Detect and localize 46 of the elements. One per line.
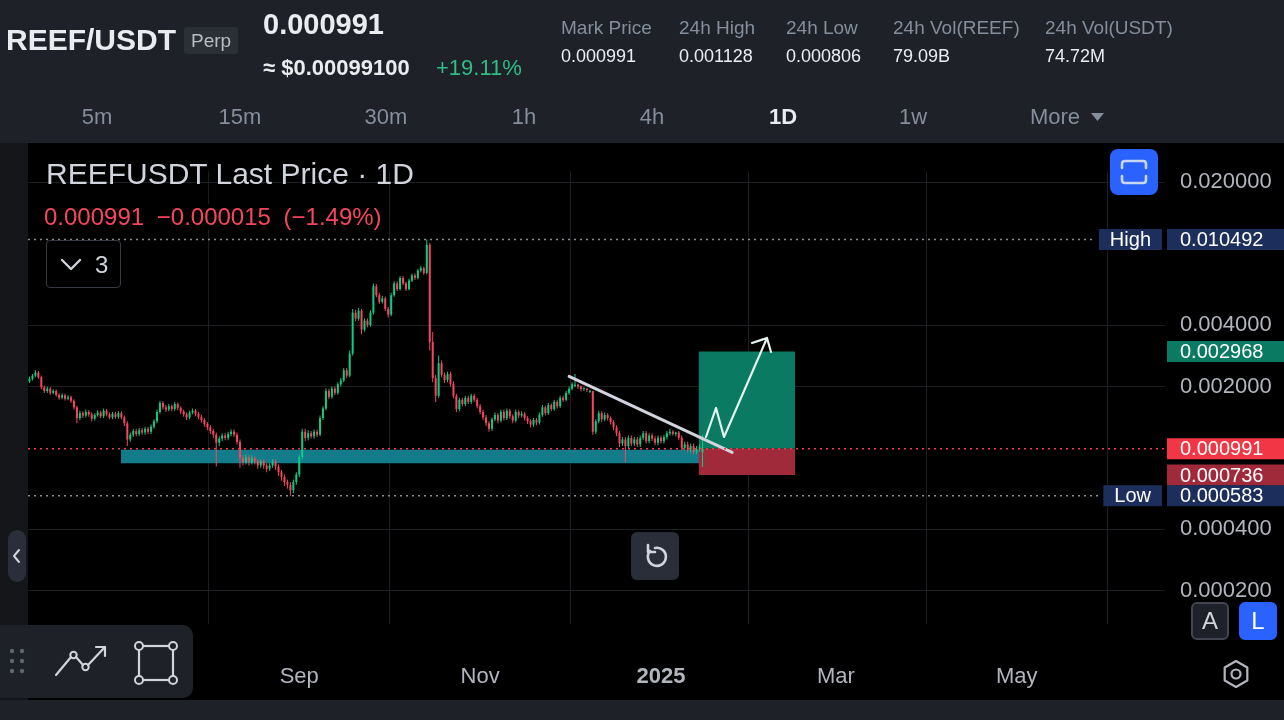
text: 1h [511, 104, 537, 129]
text: REEF/USDT [6, 23, 177, 56]
x-tick-label: Mar [816, 663, 855, 689]
text: 79.09B [893, 46, 951, 66]
x-tick-label: Sep [279, 663, 319, 689]
text: 0.000583 [1180, 484, 1264, 507]
text: 0.000991 [1180, 437, 1264, 460]
text: ≈ $0.00099100 [263, 55, 410, 80]
text: 0.002968 [1180, 339, 1264, 362]
text: 0.000736 [1180, 463, 1264, 486]
text: 24h Vol(USDT) [1045, 17, 1173, 38]
text: 5m [81, 104, 113, 129]
text: 15m [218, 104, 262, 129]
text: 0.000806 [786, 46, 862, 66]
text: Perp [184, 27, 239, 54]
text: 24h High [679, 17, 756, 38]
x-tick-label: May [995, 663, 1038, 689]
annotation: 3 [95, 251, 109, 278]
text: 4h [639, 104, 665, 129]
y-tick-label: 0.020000 [1180, 168, 1272, 194]
y-tick-label: 0.004000 [1180, 311, 1272, 337]
text: 0.010492 [1180, 228, 1264, 251]
y-tick-label: 0.000400 [1180, 515, 1272, 541]
text: A [1191, 602, 1229, 640]
x-tick-label: Nov [460, 663, 500, 689]
y-tick-label: 0.002000 [1180, 372, 1272, 398]
chart-title: REEFUSDT Last Price · 1D [46, 157, 414, 190]
text: Mark Price [561, 17, 652, 38]
text: More [1029, 104, 1081, 129]
text: 0.000991 [561, 46, 637, 66]
text: 74.72M [1045, 46, 1106, 66]
text: 0.000991 [263, 8, 384, 40]
text: 24h Low [786, 17, 858, 38]
candlestick [407, 278, 410, 291]
y-tick-label: 0.000200 [1180, 576, 1272, 602]
x-tick-label: 2025 [636, 663, 686, 689]
text: 30m [364, 104, 408, 129]
text: 24h Vol(REEF) [893, 17, 1020, 38]
text: +19.11% [436, 55, 522, 80]
text: L [1239, 602, 1277, 640]
ref-line-label: High [1109, 228, 1151, 251]
text: 0.001128 [679, 46, 753, 66]
text: 1w [898, 104, 928, 129]
text: 0.000991 −0.000015 (−1.49%) [44, 203, 388, 230]
ref-line-label: Low [1114, 484, 1152, 507]
text: 1D [768, 104, 798, 129]
